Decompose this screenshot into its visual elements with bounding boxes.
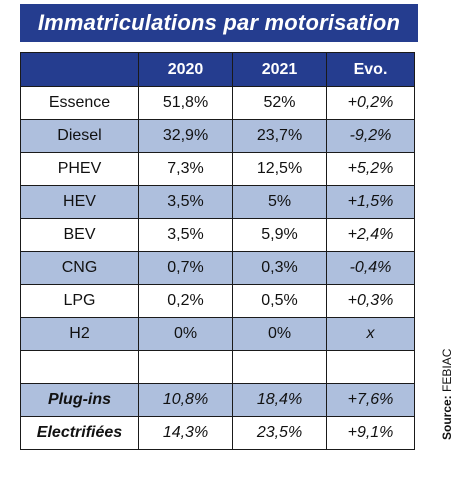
row-label: HEV <box>20 185 139 219</box>
header-evo: Evo. <box>326 52 415 87</box>
value-2020: 0,2% <box>138 284 233 318</box>
value-2021: 18,4% <box>232 383 327 417</box>
row-label: PHEV <box>20 152 139 186</box>
value-evo: +1,5% <box>326 185 415 219</box>
table-row: Essence 51,8% 52% +0,2% <box>20 86 415 120</box>
value-evo: +0,2% <box>326 86 415 120</box>
row-label: LPG <box>20 284 139 318</box>
table-row: HEV 3,5% 5% +1,5% <box>20 185 415 219</box>
value-2020: 51,8% <box>138 86 233 120</box>
table-header-row: 2020 2021 Evo. <box>20 52 415 87</box>
row-label: CNG <box>20 251 139 285</box>
table-row: CNG 0,7% 0,3% -0,4% <box>20 251 415 285</box>
table-row-empty <box>20 350 415 384</box>
value-evo: +7,6% <box>326 383 415 417</box>
value-2021: 0,5% <box>232 284 327 318</box>
value-2021: 5% <box>232 185 327 219</box>
header-label <box>20 52 139 87</box>
value-evo: -0,4% <box>326 251 415 285</box>
header-2021: 2021 <box>232 52 327 87</box>
value-2021: 23,7% <box>232 119 327 153</box>
source-value: FEBIAC <box>440 348 454 392</box>
row-label <box>20 350 139 384</box>
value-evo: +0,3% <box>326 284 415 318</box>
table-row: H2 0% 0% x <box>20 317 415 351</box>
row-label: Diesel <box>20 119 139 153</box>
value-2020: 3,5% <box>138 185 233 219</box>
value-evo: +2,4% <box>326 218 415 252</box>
source-note: Source: FEBIAC <box>440 349 454 440</box>
table-title: Immatriculations par motorisation <box>20 4 418 42</box>
value-2020: 32,9% <box>138 119 233 153</box>
value-2021 <box>232 350 327 384</box>
row-label: Electrifiées <box>20 416 139 450</box>
row-label: Essence <box>20 86 139 120</box>
value-2021: 23,5% <box>232 416 327 450</box>
value-2020: 10,8% <box>138 383 233 417</box>
value-evo: -9,2% <box>326 119 415 153</box>
value-2020: 0,7% <box>138 251 233 285</box>
table-row-summary: Plug-ins 10,8% 18,4% +7,6% <box>20 383 415 417</box>
value-2021: 0% <box>232 317 327 351</box>
value-evo <box>326 350 415 384</box>
value-2020: 3,5% <box>138 218 233 252</box>
value-2021: 0,3% <box>232 251 327 285</box>
value-2020: 7,3% <box>138 152 233 186</box>
value-2021: 52% <box>232 86 327 120</box>
value-2020: 0% <box>138 317 233 351</box>
value-evo: +5,2% <box>326 152 415 186</box>
value-2021: 12,5% <box>232 152 327 186</box>
value-2020: 14,3% <box>138 416 233 450</box>
table-row: LPG 0,2% 0,5% +0,3% <box>20 284 415 318</box>
value-2021: 5,9% <box>232 218 327 252</box>
table-row: PHEV 7,3% 12,5% +5,2% <box>20 152 415 186</box>
source-label: Source: <box>440 395 454 440</box>
value-2020 <box>138 350 233 384</box>
table-row-summary: Electrifiées 14,3% 23,5% +9,1% <box>20 416 415 450</box>
row-label: BEV <box>20 218 139 252</box>
row-label: Plug-ins <box>20 383 139 417</box>
table-row: BEV 3,5% 5,9% +2,4% <box>20 218 415 252</box>
value-evo: +9,1% <box>326 416 415 450</box>
header-2020: 2020 <box>138 52 233 87</box>
registrations-table: 2020 2021 Evo. Essence 51,8% 52% +0,2% D… <box>20 52 415 450</box>
value-evo: x <box>326 317 415 351</box>
table-row: Diesel 32,9% 23,7% -9,2% <box>20 119 415 153</box>
row-label: H2 <box>20 317 139 351</box>
